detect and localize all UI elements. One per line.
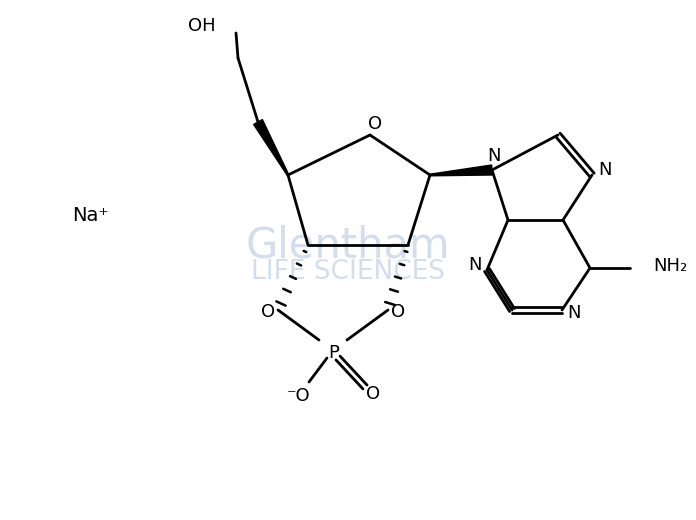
Text: O: O — [391, 303, 405, 321]
Text: OH: OH — [189, 17, 216, 35]
Polygon shape — [430, 165, 492, 176]
Text: N: N — [599, 161, 612, 179]
Text: O: O — [368, 115, 382, 133]
Text: Na⁺: Na⁺ — [72, 205, 109, 225]
Text: O: O — [261, 303, 275, 321]
Text: LIFE SCIENCES: LIFE SCIENCES — [251, 259, 445, 285]
Text: N: N — [487, 147, 500, 165]
Text: N: N — [468, 256, 482, 274]
Polygon shape — [253, 120, 289, 175]
Text: Glentham: Glentham — [246, 224, 450, 266]
Text: ⁻O: ⁻O — [287, 387, 311, 405]
Text: N: N — [567, 304, 580, 322]
Text: NH₂: NH₂ — [653, 257, 687, 275]
Text: O: O — [366, 385, 380, 403]
Text: P: P — [329, 344, 340, 362]
